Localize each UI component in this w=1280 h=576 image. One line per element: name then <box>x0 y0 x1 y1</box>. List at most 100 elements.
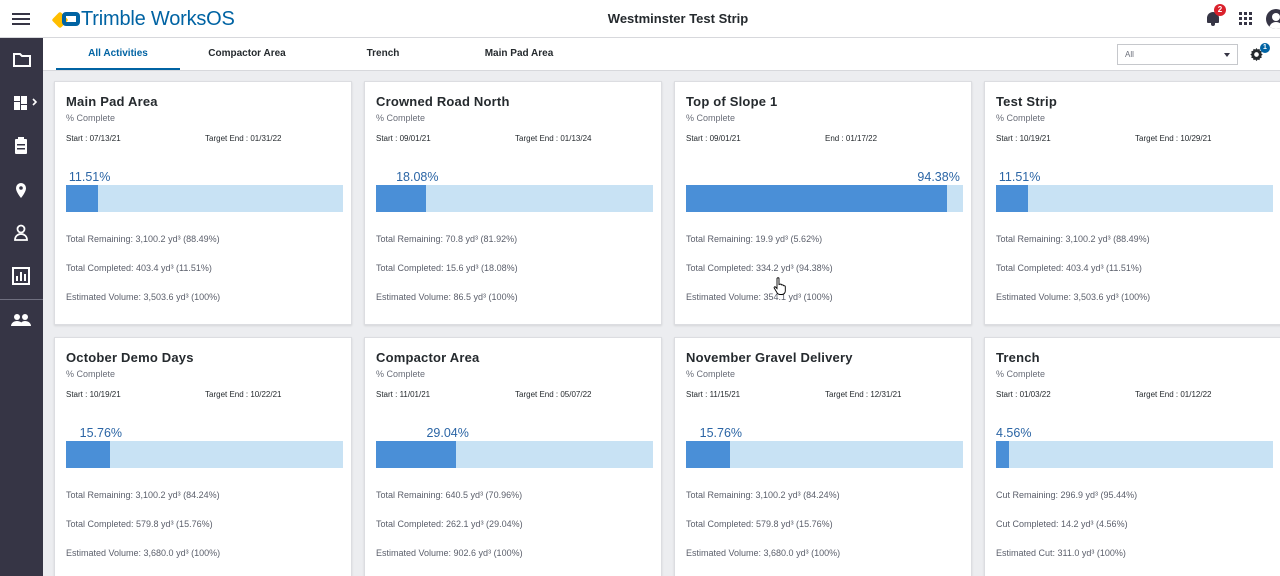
card-start-date: Start : 10/19/21 <box>66 390 121 399</box>
logo-mark-icon <box>51 9 80 29</box>
tab-compactor-area[interactable]: Compactor Area <box>208 48 286 59</box>
progress-percent: 94.38% <box>917 170 960 184</box>
card-title: Main Pad Area <box>66 94 158 109</box>
card-title: Top of Slope 1 <box>686 94 778 109</box>
card-start-date: Start : 09/01/21 <box>686 134 741 143</box>
estimated-volume: Estimated Volume: 86.5 yd³ (100%) <box>376 292 518 302</box>
progress-percent: 18.08% <box>396 170 439 184</box>
card-title: October Demo Days <box>66 350 194 365</box>
card-end-date: Target End : 10/29/21 <box>1135 134 1212 143</box>
user-account-icon[interactable] <box>1266 9 1280 29</box>
activity-card[interactable]: Top of Slope 1 % Complete Start : 09/01/… <box>674 81 972 325</box>
activity-filter-select[interactable]: All <box>1117 44 1238 65</box>
progress-bar <box>66 185 343 212</box>
card-subtitle: % Complete <box>996 113 1046 123</box>
location-pin-icon <box>16 183 26 198</box>
activity-card[interactable]: Crowned Road North % Complete Start : 09… <box>364 81 662 325</box>
tab-main-pad-area[interactable]: Main Pad Area <box>484 48 554 59</box>
progress-bar-fill <box>66 185 98 212</box>
card-subtitle: % Complete <box>686 113 736 123</box>
card-start-date: Start : 07/13/21 <box>66 134 121 143</box>
apps-grid-icon[interactable] <box>1239 12 1252 25</box>
card-title: Compactor Area <box>376 350 480 365</box>
tab-all-activities[interactable]: All Activities <box>56 38 180 70</box>
card-start-date: Start : 11/15/21 <box>686 390 741 399</box>
progress-bar-fill <box>376 185 427 212</box>
people-icon <box>11 314 31 326</box>
folder-icon <box>13 53 31 67</box>
tab-trench[interactable]: Trench <box>366 48 400 59</box>
progress-bar-fill <box>376 441 457 468</box>
total-remaining: Total Remaining: 70.8 yd³ (81.92%) <box>376 234 518 244</box>
card-subtitle: % Complete <box>66 113 116 123</box>
sidebar-item-reports[interactable] <box>0 256 43 296</box>
card-end-date: Target End : 01/13/24 <box>515 134 592 143</box>
progress-bar <box>66 441 343 468</box>
dashboard-icon <box>14 96 38 110</box>
estimated-volume: Estimated Volume: 3,503.6 yd³ (100%) <box>66 292 221 302</box>
sidebar-divider <box>0 299 43 300</box>
cut-completed: Cut Completed: 14.2 yd³ (4.56%) <box>996 519 1128 529</box>
sidebar-item-locations[interactable] <box>0 169 43 209</box>
activity-card[interactable]: Trench % Complete Start : 01/03/22 Targe… <box>984 337 1280 576</box>
card-subtitle: % Complete <box>376 369 426 379</box>
card-start-date: Start : 11/01/21 <box>376 390 431 399</box>
trimble-worksos-logo[interactable]: Trimble WorksOS <box>51 7 235 30</box>
person-icon <box>14 224 28 241</box>
total-completed: Total Completed: 15.6 yd³ (18.08%) <box>376 263 518 273</box>
progress-percent: 29.04% <box>426 426 469 440</box>
total-completed: Total Completed: 579.8 yd³ (15.76%) <box>686 519 833 529</box>
total-remaining: Total Remaining: 3,100.2 yd³ (84.24%) <box>686 490 840 500</box>
progress-bar <box>996 185 1273 212</box>
card-end-date: Target End : 05/07/22 <box>515 390 592 399</box>
estimated-volume: Estimated Volume: 3,503.6 yd³ (100%) <box>996 292 1151 302</box>
progress-bar-fill <box>996 441 1009 468</box>
progress-bar-fill <box>996 185 1028 212</box>
bell-icon[interactable] <box>1205 11 1221 27</box>
card-subtitle: % Complete <box>686 369 736 379</box>
cut-remaining: Cut Remaining: 296.9 yd³ (95.44%) <box>996 490 1138 500</box>
total-completed: Total Completed: 262.1 yd³ (29.04%) <box>376 519 523 529</box>
notification-badge: 2 <box>1214 4 1226 16</box>
total-remaining: Total Remaining: 3,100.2 yd³ (84.24%) <box>66 490 220 500</box>
progress-bar <box>996 441 1273 468</box>
activity-tabs: All Activities Compactor Area Trench Mai… <box>43 38 1280 71</box>
total-remaining: Total Remaining: 19.9 yd³ (5.62%) <box>686 234 823 244</box>
card-start-date: Start : 09/01/21 <box>376 134 431 143</box>
card-title: November Gravel Delivery <box>686 350 853 365</box>
progress-bar <box>686 185 963 212</box>
activity-card[interactable]: October Demo Days % Complete Start : 10/… <box>54 337 352 576</box>
sidebar-item-team[interactable] <box>0 300 43 340</box>
total-remaining: Total Remaining: 640.5 yd³ (70.96%) <box>376 490 523 500</box>
progress-percent: 11.51% <box>68 170 111 184</box>
total-completed: Total Completed: 334.2 yd³ (94.38%) <box>686 263 833 273</box>
chart-icon <box>12 267 30 285</box>
gear-icon[interactable] <box>1249 47 1264 62</box>
total-completed: Total Completed: 579.8 yd³ (15.76%) <box>66 519 213 529</box>
brand-name: Trimble WorksOS <box>81 7 235 30</box>
sidebar-item-users[interactable] <box>0 212 43 252</box>
activity-card[interactable]: Main Pad Area % Complete Start : 07/13/2… <box>54 81 352 325</box>
total-remaining: Total Remaining: 3,100.2 yd³ (88.49%) <box>66 234 220 244</box>
estimated-volume: Estimated Volume: 902.6 yd³ (100%) <box>376 548 523 558</box>
sidebar-item-dashboard[interactable] <box>0 82 43 122</box>
card-title: Test Strip <box>996 94 1057 109</box>
card-end-date: Target End : 12/31/21 <box>825 390 902 399</box>
activity-card-grid: Main Pad Area % Complete Start : 07/13/2… <box>43 71 1280 576</box>
card-end-date: Target End : 10/22/21 <box>205 390 282 399</box>
estimated-cut: Estimated Cut: 311.0 yd³ (100%) <box>996 548 1126 558</box>
activity-card[interactable]: Compactor Area % Complete Start : 11/01/… <box>364 337 662 576</box>
progress-bar-fill <box>66 441 110 468</box>
card-end-date: End : 01/17/22 <box>825 134 878 143</box>
sidebar-item-files[interactable] <box>0 39 43 79</box>
progress-bar-fill <box>686 185 948 212</box>
card-start-date: Start : 01/03/22 <box>996 390 1051 399</box>
menu-icon[interactable] <box>12 10 30 28</box>
card-subtitle: % Complete <box>376 113 426 123</box>
sidebar-item-activities[interactable] <box>0 125 43 165</box>
top-app-bar: Trimble WorksOS Westminster Test Strip 2 <box>0 0 1280 38</box>
total-completed: Total Completed: 403.4 yd³ (11.51%) <box>996 263 1142 273</box>
activity-card[interactable]: Test Strip % Complete Start : 10/19/21 T… <box>984 81 1280 325</box>
activity-card[interactable]: November Gravel Delivery % Complete Star… <box>674 337 972 576</box>
progress-bar-fill <box>686 441 730 468</box>
